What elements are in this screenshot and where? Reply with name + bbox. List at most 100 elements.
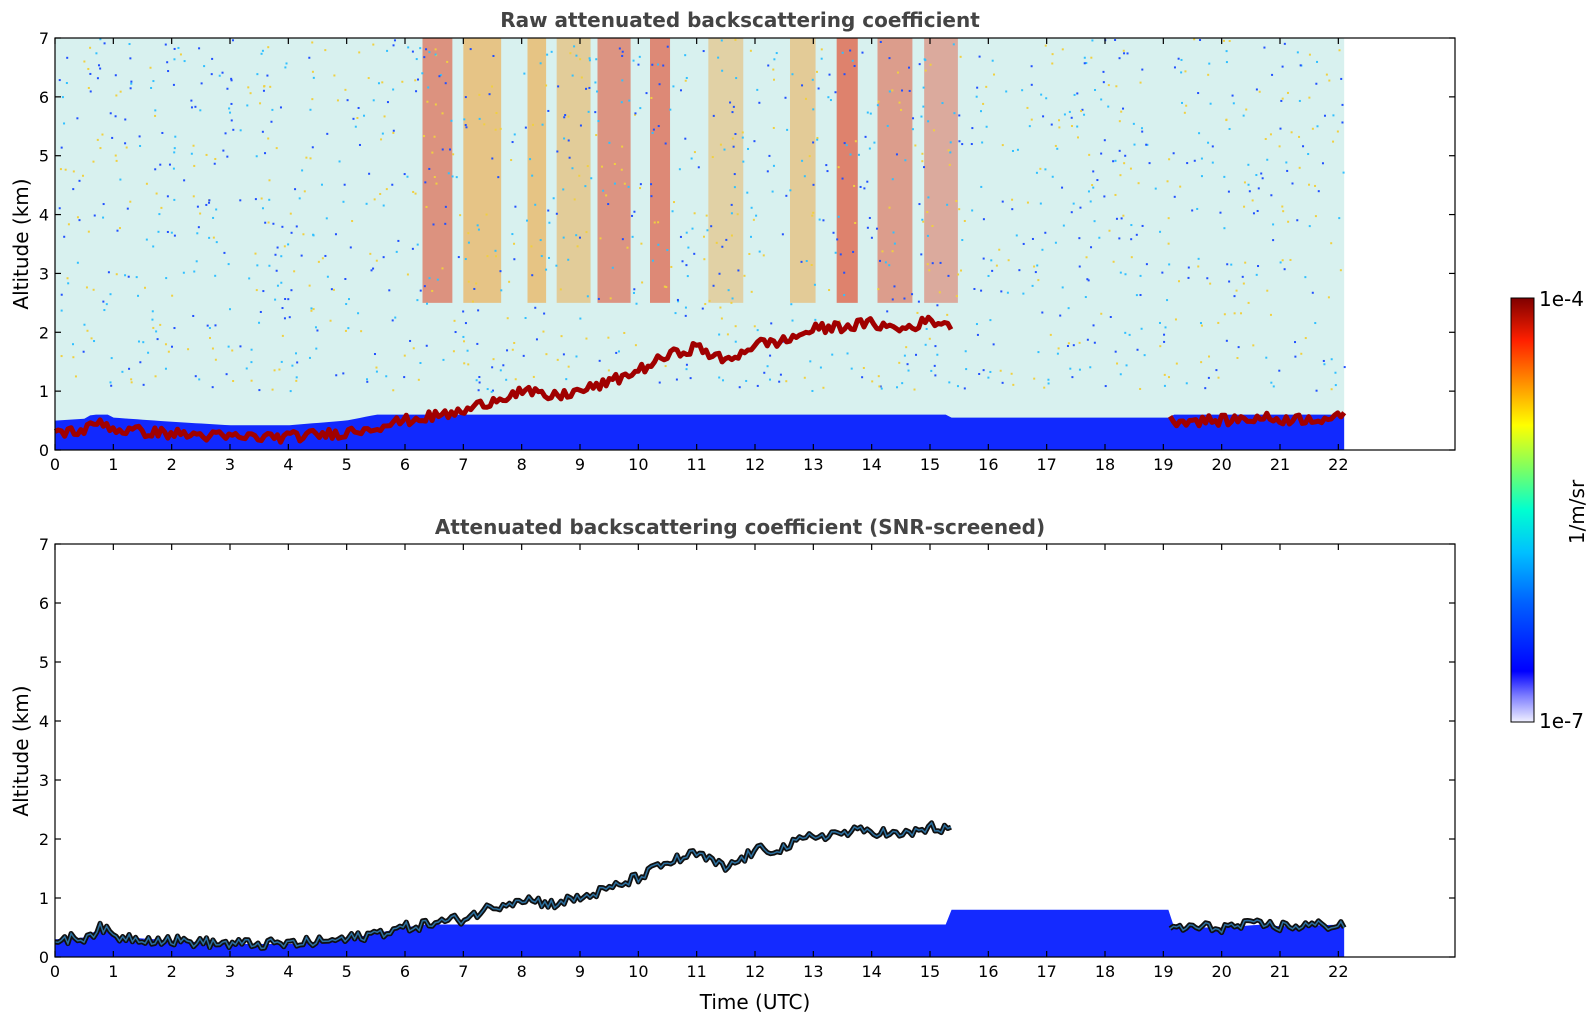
noise-speckle: [269, 85, 272, 88]
noise-speckle: [427, 86, 430, 89]
noise-speckle: [192, 195, 195, 198]
noise-speckle: [816, 136, 819, 139]
noise-speckle: [908, 89, 911, 92]
noise-speckle: [166, 230, 169, 233]
noise-speckle: [627, 185, 630, 188]
noise-speckle: [1159, 345, 1162, 348]
noise-speckle: [573, 198, 576, 201]
noise-speckle: [613, 162, 616, 165]
noise-speckle: [130, 82, 133, 85]
noise-speckle: [871, 380, 874, 383]
noise-speckle: [926, 263, 929, 266]
noise-speckle: [585, 87, 588, 90]
noise-speckle: [194, 105, 197, 108]
noise-speckle: [564, 114, 567, 117]
x-tick-label: 1: [108, 962, 118, 981]
noise-speckle: [734, 340, 737, 343]
y-axis: 0 1 2 3 4 5 6 7: [39, 29, 1455, 460]
noise-speckle: [452, 153, 455, 156]
noise-speckle: [1298, 135, 1301, 138]
noise-speckle: [973, 287, 976, 290]
noise-speckle: [417, 78, 420, 81]
noise-speckle: [576, 245, 579, 248]
x-tick-label: 7: [458, 455, 468, 474]
noise-speckle: [499, 369, 502, 372]
noise-speckle: [1164, 326, 1167, 329]
noise-speckle: [441, 112, 444, 115]
noise-speckle: [124, 142, 127, 145]
noise-speckle: [1088, 153, 1091, 156]
x-tick-label: 15: [920, 455, 940, 474]
noise-speckle: [294, 188, 297, 191]
noise-speckle: [875, 227, 878, 230]
noise-speckle: [999, 369, 1002, 372]
noise-speckle: [963, 387, 966, 390]
noise-speckle: [154, 375, 157, 378]
noise-speckle: [939, 261, 942, 264]
noise-speckle: [738, 386, 741, 389]
x-tick-label: 3: [225, 962, 235, 981]
noise-speckle: [907, 369, 910, 372]
noise-speckle: [588, 57, 591, 60]
noise-speckle: [99, 38, 102, 41]
noise-speckle: [351, 220, 354, 223]
noise-speckle: [1070, 125, 1073, 128]
noise-speckle: [666, 249, 669, 252]
noise-speckle: [923, 166, 926, 169]
noise-speckle: [150, 86, 153, 89]
noise-speckle: [1196, 207, 1199, 210]
x-tick-label: 19: [1153, 962, 1173, 981]
noise-streak: [708, 38, 744, 303]
noise-speckle: [375, 370, 378, 373]
noise-speckle: [784, 96, 787, 99]
noise-speckle: [511, 233, 514, 236]
noise-speckle: [832, 231, 835, 234]
noise-speckle: [1129, 167, 1132, 170]
noise-speckle: [750, 290, 753, 293]
noise-speckle: [1281, 205, 1284, 208]
noise-speckle: [152, 80, 155, 83]
noise-speckle: [599, 237, 602, 240]
noise-speckle: [356, 117, 359, 120]
noise-speckle: [401, 80, 404, 83]
noise-speckle: [1208, 355, 1211, 358]
noise-speckle: [791, 319, 794, 322]
noise-speckle: [428, 51, 431, 54]
noise-speckle: [72, 188, 75, 191]
noise-speckle: [586, 165, 589, 168]
noise-speckle: [1167, 376, 1170, 379]
noise-speckle: [1181, 101, 1184, 104]
noise-speckle: [1263, 46, 1266, 49]
noise-speckle: [843, 271, 846, 274]
noise-speckle: [375, 259, 378, 262]
y-tick-label: 7: [39, 535, 49, 554]
noise-speckle: [693, 212, 696, 215]
heatmap-image: [54, 820, 1347, 957]
noise-streak: [924, 38, 958, 303]
colorbar-label: 1/m/sr: [1565, 479, 1589, 544]
noise-speckle: [491, 157, 494, 160]
noise-speckle: [595, 134, 598, 137]
noise-speckle: [719, 143, 722, 146]
noise-speckle: [670, 265, 673, 268]
noise-speckle: [289, 212, 292, 215]
noise-speckle: [93, 340, 96, 343]
noise-speckle: [382, 256, 385, 259]
noise-speckle: [1112, 160, 1115, 163]
noise-speckle: [839, 253, 842, 256]
noise-speckle: [1089, 200, 1092, 203]
noise-speckle: [611, 266, 614, 269]
noise-speckle: [598, 359, 601, 362]
y-axis: 0 1 2 3 4 5 6 7: [39, 535, 1455, 967]
noise-speckle: [1204, 387, 1207, 390]
noise-speckle: [550, 50, 553, 53]
noise-speckle: [415, 90, 418, 93]
noise-speckle: [1118, 120, 1121, 123]
snr-screened-panel: Attenuated backscattering coefficient (S…: [9, 515, 1456, 1014]
noise-speckle: [273, 369, 276, 372]
noise-speckle: [208, 199, 211, 202]
noise-speckle: [878, 385, 881, 388]
noise-speckle: [1185, 382, 1188, 385]
noise-speckle: [651, 131, 654, 134]
noise-speckle: [1338, 49, 1341, 52]
